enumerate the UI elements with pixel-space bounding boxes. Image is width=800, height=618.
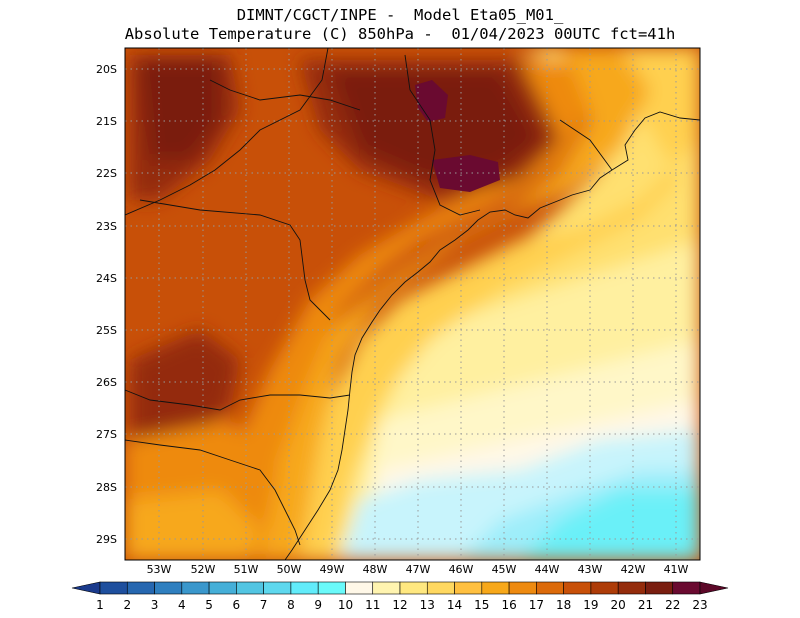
colorbar-label: 1 (96, 598, 104, 612)
colorbar-swatch (236, 581, 264, 595)
colorbar-label: 22 (665, 598, 681, 612)
lon-label-43w: 43W (577, 563, 603, 576)
lat-label-22s: 22S (96, 167, 117, 180)
colorbar-swatch (536, 581, 564, 595)
map-frame (124, 47, 701, 561)
colorbar-swatch (399, 581, 428, 595)
lon-label-45w: 45W (491, 563, 517, 576)
lat-label-26s: 26S (96, 376, 117, 389)
colorbar-label: 7 (259, 598, 268, 612)
colorbar-label: 4 (177, 598, 186, 612)
colorbar-label: 16 (501, 598, 517, 612)
lon-label-50w: 50W (276, 563, 302, 576)
colorbar-label: 2 (123, 598, 132, 612)
colorbar-label: 5 (205, 598, 213, 612)
colorbar-swatch (263, 581, 292, 595)
colorbar-swatch (454, 581, 483, 595)
lon-label-44w: 44W (534, 563, 560, 576)
colorbar-swatch (154, 581, 183, 595)
colorbar-label: 20 (610, 598, 626, 612)
lat-label-20s: 20S (96, 63, 117, 76)
colorbar-label: 6 (232, 598, 241, 612)
map-title-line2: Absolute Temperature (C) 850hPa - 01/04/… (124, 25, 676, 43)
lat-label-25s: 25S (96, 324, 117, 337)
colorbar-label: 10 (337, 598, 354, 612)
colorbar-arrow-high (699, 581, 729, 595)
lat-label-21s: 21S (96, 115, 117, 128)
lat-label-29s: 29S (96, 533, 117, 546)
colorbar-swatch (426, 581, 455, 595)
colorbar-arrow-low (71, 581, 101, 595)
colorbar-label: 21 (637, 598, 654, 612)
colorbar-swatch (99, 581, 128, 595)
colorbar-swatch (372, 581, 401, 595)
lon-label-47w: 47W (405, 563, 431, 576)
lon-label-49w: 49W (319, 563, 345, 576)
colorbar-swatch (126, 581, 155, 595)
lon-label-52w: 52W (190, 563, 216, 576)
colorbar-swatch (317, 581, 346, 595)
colorbar-label: 15 (474, 598, 490, 612)
lon-label-48w: 48W (362, 563, 388, 576)
colorbar-swatch (508, 581, 537, 595)
colorbar-label: 19 (583, 598, 599, 612)
colorbar-swatch (208, 581, 237, 595)
lat-label-28s: 28S (96, 481, 117, 494)
colorbar-swatch (290, 581, 319, 595)
colorbar-swatch (345, 581, 374, 595)
colorbar-swatch (181, 581, 210, 595)
colorbar-label: 18 (555, 598, 572, 612)
colorbar-swatch (590, 581, 619, 595)
colorbar-label: 12 (392, 598, 408, 612)
map-title-line1: DIMNT/CGCT/INPE - Model Eta05_M01_ (236, 6, 564, 24)
colorbar-swatch (645, 581, 674, 595)
colorbar-swatch (563, 581, 592, 595)
colorbar-label: 3 (150, 598, 159, 612)
colorbar-label: 14 (446, 598, 463, 612)
lon-label-46w: 46W (448, 563, 474, 576)
lat-label-23s: 23S (96, 220, 117, 233)
lat-label-24s: 24S (96, 272, 117, 285)
lon-label-51w: 51W (233, 563, 259, 576)
graticule (125, 48, 700, 560)
lon-label-42w: 42W (620, 563, 646, 576)
temperature-field (125, 48, 700, 560)
colorbar-label: 8 (287, 598, 295, 612)
colorbar-swatch (481, 581, 510, 595)
colorbar-label: 13 (419, 598, 435, 612)
colorbar-label: 17 (528, 598, 544, 612)
coastline-borders (125, 48, 700, 560)
lon-label-41w: 41W (663, 563, 689, 576)
colorbar-label: 11 (365, 598, 381, 612)
lon-label-53w: 53W (146, 563, 172, 576)
colorbar-swatch (672, 581, 701, 595)
colorbar-label: 9 (314, 598, 322, 612)
lat-label-27s: 27S (96, 428, 117, 441)
colorbar-swatch (617, 581, 646, 595)
colorbar-label: 23 (692, 598, 708, 612)
